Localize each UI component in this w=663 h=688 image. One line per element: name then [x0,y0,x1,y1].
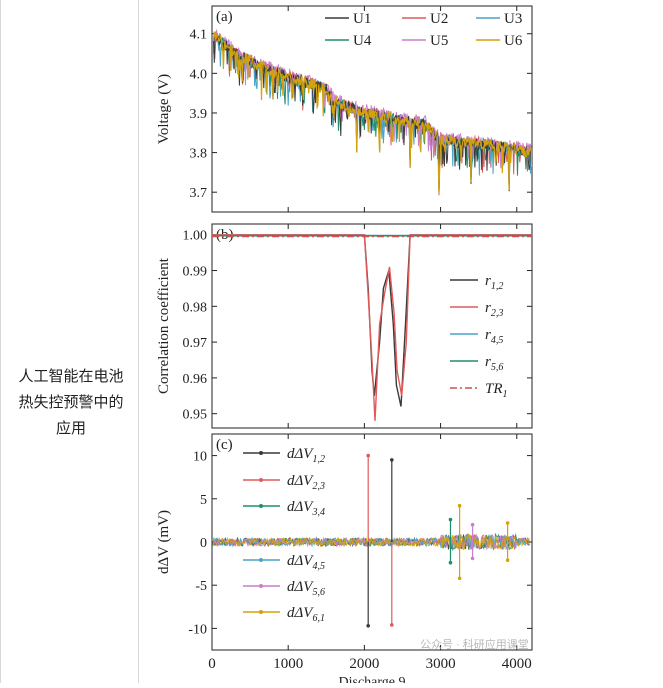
plot-frame [211,223,533,429]
panel-label: (a) [216,9,233,25]
panel-label: (c) [216,437,233,453]
legend-label-ddv-23: dΔV2,3 [287,473,325,492]
legend-label-r-56: r5,6 [485,354,503,373]
series-ddv-61 [212,533,531,551]
y-tick-label: 1.00 [183,229,208,244]
x-axis-label: Discharge 9 [339,675,406,683]
legend-marker [259,558,263,562]
legend-label-r-45: r4,5 [485,327,503,346]
legend-label-ddv-61: dΔV6,1 [287,605,325,624]
y-axis-label: dΔV (mV) [156,510,172,574]
x-tick-label: 4000 [502,656,532,672]
legend-label-r-23: r2,3 [485,300,503,319]
legend-label-ddv-45: dΔV4,5 [287,553,325,572]
legend-label-u5: U5 [430,33,448,49]
panel-b: (b)Correlation coefficient1.000.990.980.… [156,223,533,429]
legend-marker [259,504,263,508]
legend-label-u2: U2 [430,11,448,27]
legend-label-u1: U1 [353,11,371,27]
caption-line-2: 热失控预警中的 [18,394,124,411]
legend-label-ddv-12: dΔV1,2 [287,446,325,465]
spike-marker [470,522,475,527]
spike-marker [470,556,475,561]
spike-marker [390,623,394,627]
spike-marker [505,521,510,525]
y-tick-label: -10 [188,622,207,637]
y-tick-label: 0 [200,536,207,551]
y-tick-label: 0.98 [183,300,208,315]
x-tick-label: 0 [208,656,216,672]
x-tick-label: 3000 [426,656,456,672]
legend-marker [259,478,263,482]
y-axis-label: Correlation coefficient [156,257,172,394]
legend-label-u6: U6 [504,33,523,49]
watermark-text: 公众号 · 科研应用课堂 [420,639,529,651]
y-tick-label: 4.0 [190,67,208,82]
caption-line-1: 人工智能在电池 [18,368,124,385]
series-ddv-56 [212,533,531,550]
caption-line-3: 应用 [55,420,86,437]
caption-column: 人工智能在电池 热失控预警中的 应用 [0,0,139,683]
y-tick-label: 10 [193,450,207,465]
y-tick-label: -5 [195,579,207,594]
legend-marker [259,451,263,455]
x-tick-label: 2000 [349,656,379,672]
spike-marker [457,503,462,508]
y-tick-label: 0.99 [183,265,208,280]
series-r-23 [212,234,532,421]
legend-label-u3: U3 [504,11,522,27]
spike-marker [390,458,394,462]
series-u6 [212,31,532,194]
spike-marker [448,517,453,522]
y-tick-label: 3.9 [190,107,208,122]
spike-marker [366,624,370,628]
y-tick-label: 3.8 [190,147,208,162]
spike-marker [505,558,510,562]
y-tick-label: 0.97 [183,336,208,351]
panel-a: (a) Voltage (V) 4.1 4.0 3.9 3.8 3.7 U1 U2 U3 U4 U5 U… [156,5,533,213]
y-tick-label: 3.7 [190,186,208,201]
legend-marker [259,610,263,614]
figure-area: (a) Voltage (V) 4.1 4.0 3.9 3.8 3.7 U1 U2 U3 U4 U5 U… [140,0,663,688]
y-tick-label: 0.95 [183,408,208,423]
spike-marker [457,576,462,581]
spike-marker [366,453,370,458]
y-tick-label: 5 [200,493,207,508]
y-tick-label: 4.1 [190,28,208,43]
legend-label-ddv-56: dΔV5,6 [287,579,325,598]
figure-caption: 人工智能在电池 热失控预警中的 应用 [5,364,137,442]
x-tick-label: 1000 [273,656,303,672]
legend-marker [259,584,263,588]
legend-label-tr-1: TR1 [485,381,508,400]
chart-svg: (a) Voltage (V) 4.1 4.0 3.9 3.8 3.7 U1 U2 U3 U4 U5 U… [156,5,533,688]
spike-marker [448,560,453,565]
legend-label-r-12: r1,2 [485,273,503,292]
legend-label-u4: U4 [353,33,372,49]
y-tick-label: 0.96 [183,372,208,387]
panel-c: (c) dΔV (mV) 10 5 0 -5 -10 0 1000 2000 3000 4000 Dis… [156,433,533,688]
y-axis-label: Voltage (V) [156,74,172,144]
legend-label-ddv-34: dΔV3,4 [287,499,325,518]
